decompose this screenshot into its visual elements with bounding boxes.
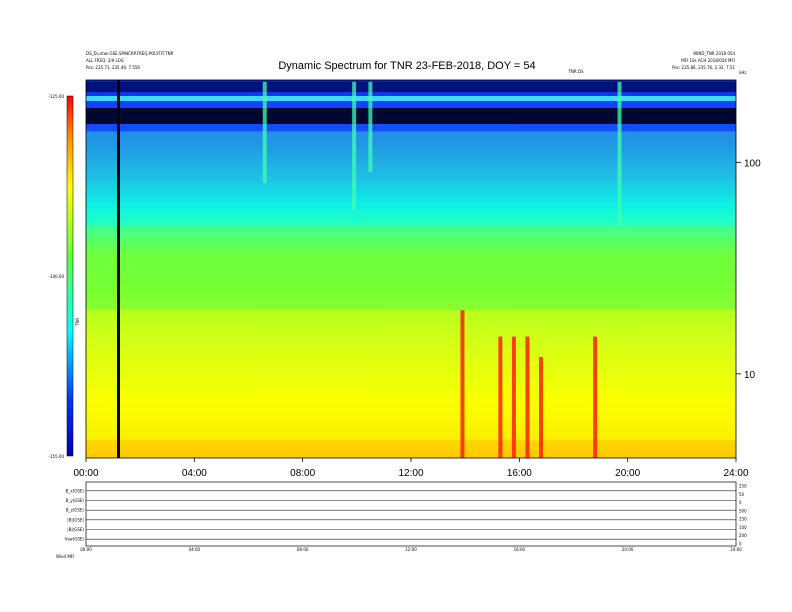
absorption-strip	[86, 108, 736, 124]
x-tick-label: 04:00	[182, 468, 207, 479]
subpanel-label: B_y(GSE)	[66, 498, 85, 503]
radio-burst	[525, 336, 530, 458]
x-tick-label: 00:00	[73, 468, 98, 479]
subpanel-x-tick: 12:00	[405, 547, 417, 552]
subpanel-x-tick: 04:00	[189, 547, 201, 552]
x-tick-label: 08:00	[290, 468, 315, 479]
low-freq-edge	[86, 440, 736, 458]
subpanel-footer: Wind MFI	[56, 554, 74, 559]
subpanel-x-tick: 16:00	[514, 547, 526, 552]
spectrogram	[85, 79, 737, 459]
colorbar-tick-top: -125.00	[49, 94, 65, 99]
header-right-line2: MFI 10s ACH 2018/054 MFI	[681, 58, 735, 63]
radio-burst	[352, 81, 357, 210]
header-center: TNR DS	[567, 69, 584, 74]
subpanel-right-tick: 0	[739, 542, 742, 547]
colorbar	[66, 95, 74, 457]
radio-burst	[539, 357, 543, 458]
subpanel-label: |B|(GSE)	[67, 527, 84, 532]
colorbar-tick-bottom: -155.00	[49, 454, 65, 459]
x-tick-label: 20:00	[615, 468, 640, 479]
subpanel-right-tick: 50	[739, 492, 745, 497]
spectrum-background	[86, 80, 736, 458]
subpanel-right-tick: 100	[739, 525, 747, 530]
x-tick-label: 16:00	[507, 468, 532, 479]
data-gap-line	[117, 80, 120, 458]
colorbar-tick-mid: -140.00	[49, 274, 65, 279]
spectrum-band	[86, 131, 736, 226]
subpanel-x-tick: 00:00	[80, 547, 92, 552]
subpanel-frame	[85, 481, 737, 547]
subpanel-right-tick: 500	[739, 508, 747, 513]
mfi-subpanels: Wind MFI B_x(GSE) B_y(GSE) B_z(GSE) |B|(GSE…	[56, 481, 747, 559]
subpanel-right-tick: 250	[739, 484, 747, 489]
time-axis: 00:00 04:00 08:00 12:00 16:00 20:00 24:00	[73, 458, 749, 479]
chart-title: Dynamic Spectrum for TNR 23-FEB-2018, DO…	[278, 60, 535, 72]
subpanel-label: Vsw(GSE)	[65, 537, 85, 542]
x-tick-label: 24:00	[723, 468, 748, 479]
y-unit-label: kHz	[739, 70, 746, 75]
subpanel-label: B_x(GSE)	[66, 488, 85, 493]
spectrum-band	[86, 225, 736, 311]
spectrum-bursts	[262, 81, 622, 458]
spectrum-bands	[86, 80, 736, 458]
radio-burst	[498, 336, 503, 458]
y-tick-label: 100	[744, 158, 761, 169]
radio-burst	[262, 81, 267, 183]
top-dark-strip	[86, 82, 736, 92]
spectrum-band	[86, 310, 736, 458]
subpanel-x-tick: 08:00	[297, 547, 309, 552]
y-tick-label: 10	[744, 370, 756, 381]
x-tick-label: 12:00	[398, 468, 423, 479]
frequency-axis: kHz 100 10	[736, 70, 761, 381]
header-left-line1: DS_D=stwr.GSE.SPINCRP.FREQ.POLYFIT.TNR	[86, 51, 174, 56]
header-right-line3: Pos: 235.86, 235.76, 2.32, 7.51	[672, 65, 735, 70]
subpanel-right-tick: 250	[739, 517, 747, 522]
radio-burst	[617, 81, 622, 226]
colorbar-label: TNR	[75, 318, 80, 327]
radio-burst	[511, 336, 516, 458]
top-light-stripe	[86, 96, 736, 101]
subpanel-label: B_z(GSE)	[66, 508, 85, 513]
radio-burst	[368, 81, 373, 172]
radio-burst	[460, 310, 465, 458]
subpanel-x-tick: 20:00	[622, 547, 634, 552]
header-left-line2: ALL FREQ: 2/9 LOG	[86, 58, 124, 63]
subpanel-right-tick: 200	[739, 533, 747, 538]
header-left-line3: Pos: 235.71, 235.49, 7.556	[86, 65, 140, 70]
header-right-line1: WIND_TNR 2018 054	[693, 51, 735, 56]
subpanel-label: |B|(GSE)	[67, 517, 84, 522]
subpanel-x-tick: 24:00	[730, 547, 742, 552]
subpanel-right-tick: 0	[739, 500, 742, 505]
radio-burst	[593, 336, 598, 458]
